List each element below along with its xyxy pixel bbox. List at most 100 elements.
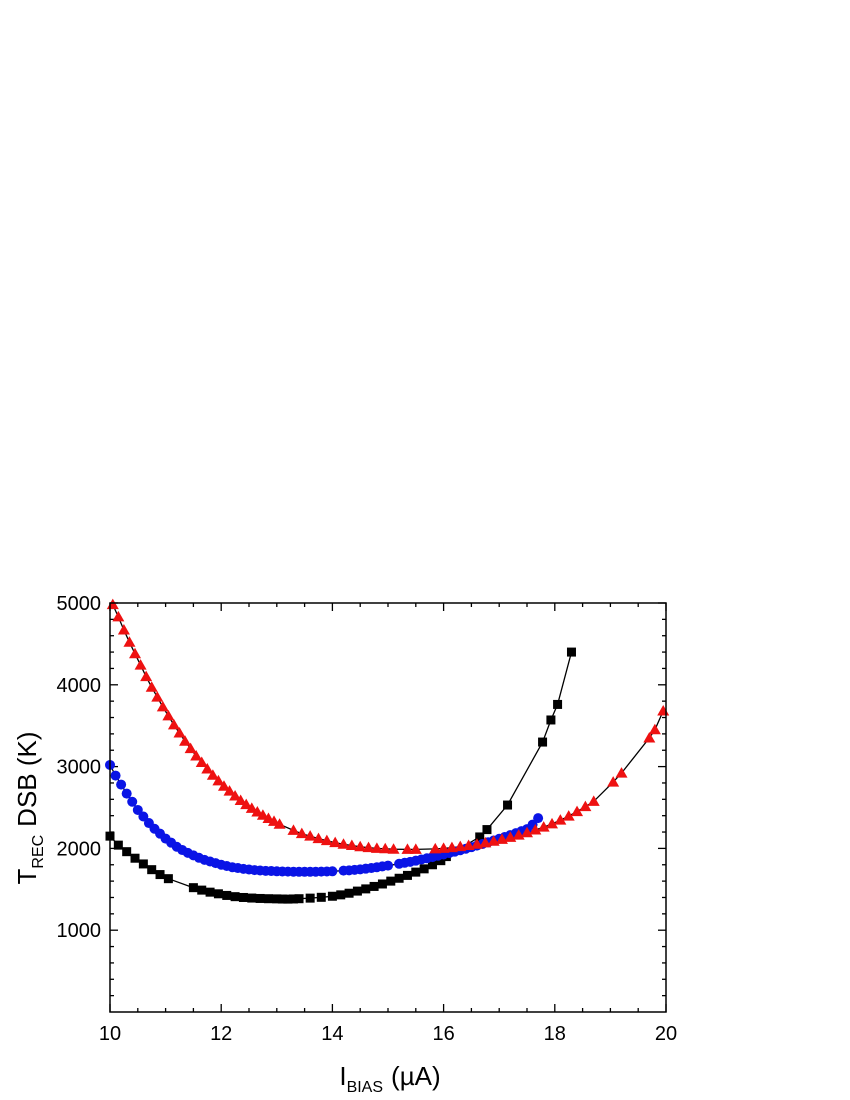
triangle-marker	[223, 785, 236, 796]
circle-marker	[116, 779, 127, 790]
y-tick-label: 2000	[57, 838, 102, 860]
square-marker	[283, 894, 293, 904]
triangle-marker	[337, 838, 350, 849]
square-marker	[475, 832, 485, 842]
square-marker	[377, 879, 387, 889]
circle-marker	[138, 811, 149, 822]
triangle-marker	[429, 842, 442, 854]
circle-marker	[533, 813, 544, 824]
triangle-marker	[354, 840, 367, 852]
triangle-marker	[409, 843, 422, 854]
series-line-1	[109, 764, 539, 873]
triangle-marker	[123, 636, 136, 647]
triangle-marker	[151, 691, 164, 702]
triangle-marker	[201, 763, 214, 774]
x-tick-label: 12	[210, 1023, 232, 1045]
triangle-marker	[206, 769, 219, 780]
triangle-marker	[437, 842, 450, 853]
triangle-marker	[129, 647, 142, 659]
x-axis-title-unit: (µA)	[391, 1061, 441, 1091]
data-markers	[105, 598, 670, 904]
triangle-marker	[179, 735, 192, 746]
triangle-marker	[304, 830, 317, 841]
triangle-marker	[140, 670, 153, 682]
square-marker	[538, 737, 548, 747]
x-axis-title-main: I	[339, 1061, 346, 1091]
square-marker	[546, 715, 556, 725]
triangle-marker	[195, 756, 208, 768]
square-marker	[222, 890, 232, 900]
square-marker	[122, 847, 132, 857]
square-marker	[369, 881, 379, 891]
square-marker	[503, 800, 513, 810]
square-marker	[213, 889, 223, 899]
square-marker	[272, 894, 282, 904]
triangle-marker	[156, 700, 169, 712]
triangle-marker	[379, 842, 392, 854]
triangle-marker	[117, 623, 130, 635]
triangle-marker	[320, 834, 333, 846]
triangle-marker	[454, 840, 467, 852]
triangle-marker	[571, 805, 584, 817]
triangle-marker	[173, 727, 186, 738]
square-marker	[482, 825, 492, 835]
triangle-marker	[162, 709, 175, 721]
triangle-marker	[312, 832, 325, 844]
square-marker	[247, 893, 257, 903]
triangle-marker	[212, 774, 225, 786]
triangle-marker	[112, 610, 125, 622]
series-line-0	[109, 651, 573, 900]
triangle-marker	[554, 814, 567, 825]
square-marker	[361, 884, 371, 894]
triangle-marker	[537, 821, 550, 832]
circle-marker	[132, 804, 143, 815]
square-marker	[147, 865, 157, 875]
circle-marker	[110, 770, 121, 781]
square-marker	[130, 853, 140, 863]
x-tick-label: 18	[544, 1023, 566, 1045]
triangle-marker	[273, 818, 286, 829]
triangle-marker	[240, 798, 253, 810]
triangle-marker	[217, 780, 230, 791]
square-marker	[138, 859, 148, 869]
square-marker	[305, 893, 315, 903]
x-tick-labels: 10 12 14 16 18 20	[99, 1023, 677, 1045]
x-axis-title: IBIAS (µA)	[339, 1061, 440, 1096]
y-axis-title-sub: REC	[30, 835, 47, 869]
square-marker	[336, 890, 346, 900]
y-tick-label: 3000	[57, 757, 102, 779]
triangle-marker	[229, 790, 242, 801]
x-axis-title-sub: BIAS	[347, 1079, 383, 1096]
square-marker	[238, 892, 248, 902]
square-marker	[294, 894, 304, 904]
square-marker	[263, 894, 273, 904]
plot-frame	[109, 602, 667, 1013]
triangle-marker	[546, 817, 559, 829]
square-marker	[155, 870, 165, 880]
square-marker	[402, 870, 412, 880]
triangle-marker	[529, 823, 542, 835]
circle-marker	[121, 788, 132, 799]
triangle-marker	[657, 704, 670, 716]
square-marker	[344, 888, 354, 898]
triangle-marker	[607, 776, 620, 787]
square-marker	[277, 894, 287, 904]
square-marker	[113, 840, 123, 850]
triangle-marker	[184, 742, 197, 754]
triangle-marker	[579, 800, 592, 812]
square-marker	[163, 874, 173, 884]
square-marker	[255, 893, 265, 903]
square-marker	[553, 699, 563, 709]
triangle-marker	[362, 841, 375, 853]
triangle-marker	[190, 749, 203, 761]
square-marker	[386, 876, 396, 886]
square-marker	[394, 873, 404, 883]
square-marker	[205, 887, 215, 897]
triangle-marker	[329, 836, 342, 848]
square-marker	[352, 886, 362, 896]
triangle-marker	[643, 731, 656, 743]
square-marker	[230, 892, 240, 902]
triangle-marker	[615, 767, 628, 778]
triangle-marker	[295, 827, 308, 839]
